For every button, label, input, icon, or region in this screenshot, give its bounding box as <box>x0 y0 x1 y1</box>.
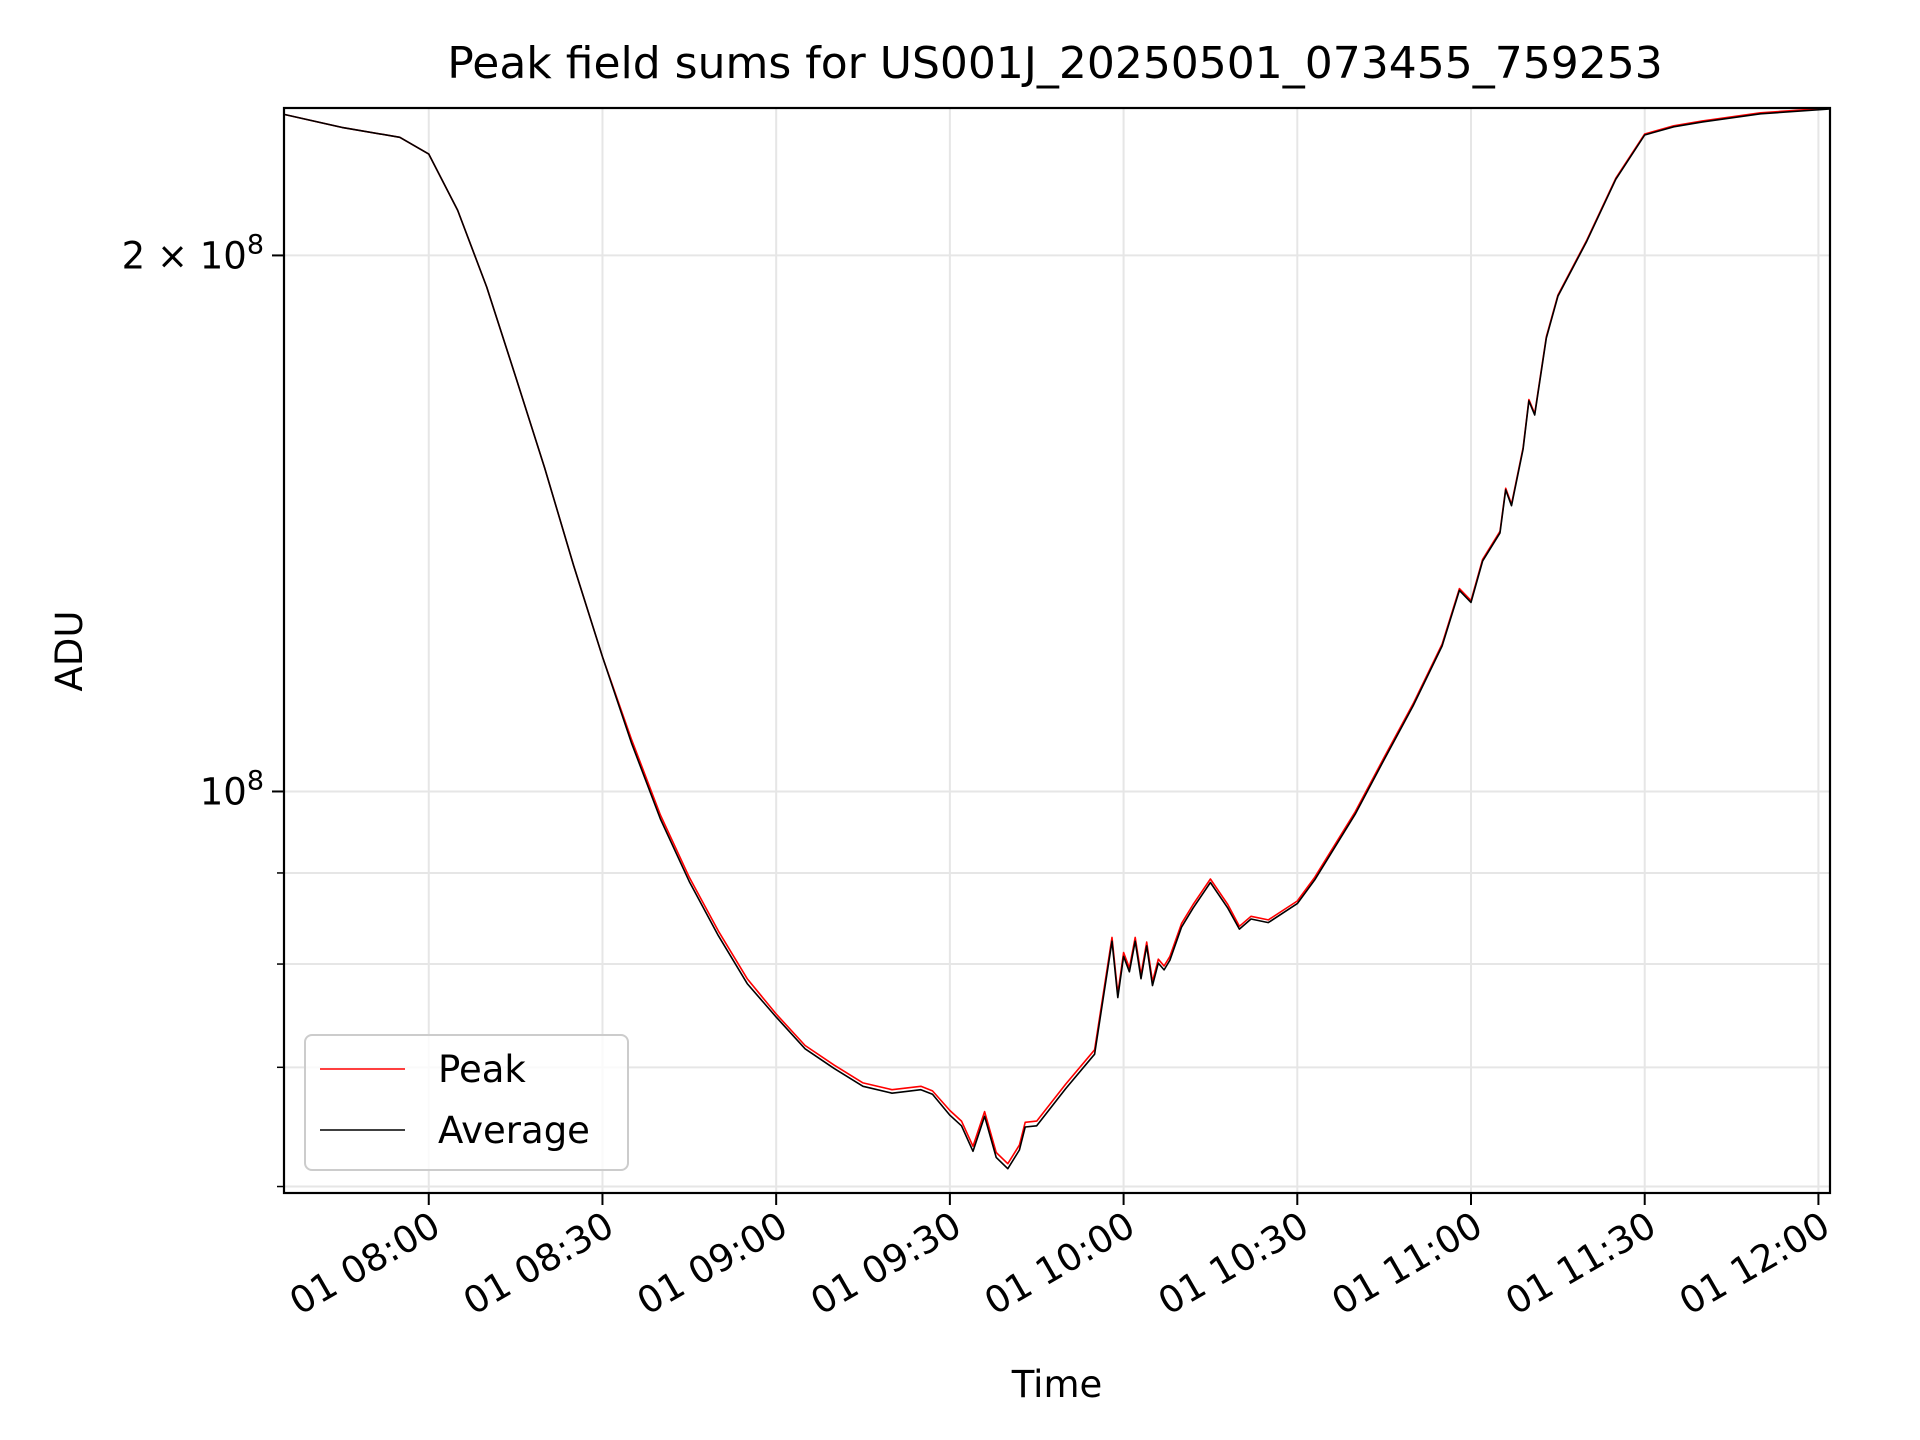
y-axis-label: ADU <box>48 611 91 692</box>
chart-title: Peak field sums for US001J_20250501_0734… <box>447 38 1662 89</box>
axes-frame <box>282 106 1832 1195</box>
plot-lines <box>283 107 1831 1170</box>
x-axis-label: Time <box>1011 1363 1103 1406</box>
series-line-average <box>283 108 1831 1170</box>
legend-label-average: Average <box>438 1109 590 1152</box>
legend: Peak Average <box>304 1034 629 1171</box>
grid <box>284 108 1830 1193</box>
legend-label-peak: Peak <box>438 1048 526 1091</box>
y-tick-label: 2 × 108 <box>122 229 264 277</box>
